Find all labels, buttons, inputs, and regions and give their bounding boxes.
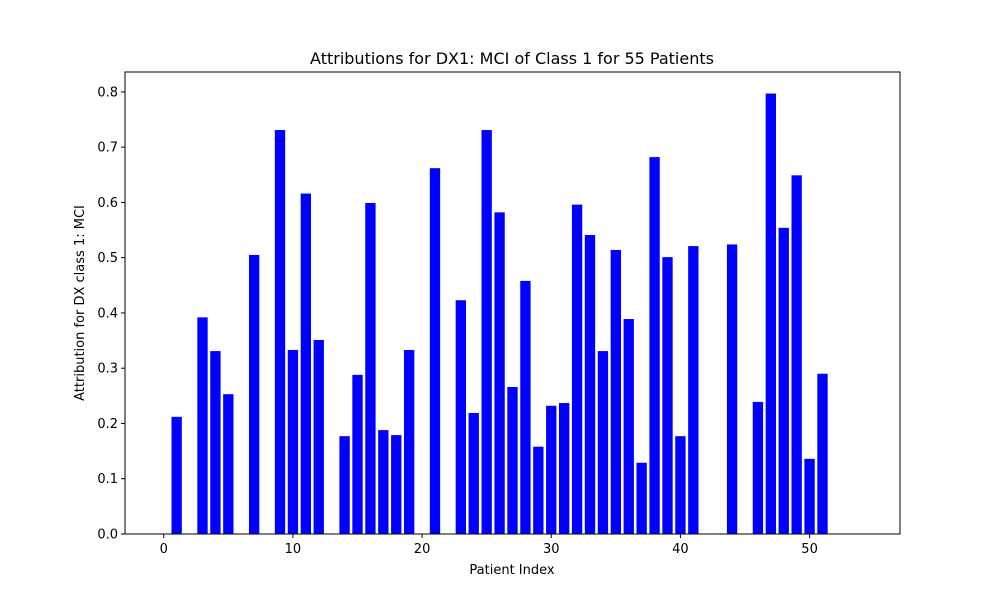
bar-patient-21 [429,168,441,534]
y-axis-title: Attribution for DX class 1: MCI [73,205,88,401]
y-tick-label: 0.6 [97,196,118,211]
x-tick-label: 30 [543,542,560,557]
bar-patient-4 [210,351,221,534]
y-tick-label: 0.2 [97,417,118,432]
bar-patient-50 [804,458,815,534]
x-tick-label: 40 [672,542,689,557]
bar-patient-51 [817,373,828,534]
bar-patient-9 [274,130,286,534]
bar-patient-19 [404,349,415,534]
x-tick-label: 10 [285,542,302,557]
x-axis-ticks: 0 10 20 30 40 50 [160,534,818,557]
bar-patient-10 [287,349,299,534]
bar-patient-49 [791,175,802,534]
bar-patient-5 [223,394,234,534]
bar-patient-27 [507,387,518,534]
y-tick-label: 0.0 [97,528,118,543]
y-tick-label: 0.4 [97,306,118,321]
bar-patient-34 [597,351,609,534]
bar-patient-30 [546,405,557,534]
y-tick-label: 0.5 [97,251,118,266]
bar-patient-12 [313,340,324,534]
bar-patient-17 [378,430,389,534]
bar-patient-38 [649,157,660,535]
bar-patient-3 [197,317,208,534]
bar-patient-33 [584,235,596,534]
bar-patient-1 [171,416,182,534]
x-tick-label: 0 [160,542,168,557]
x-tick-label: 20 [414,542,431,557]
bar-patient-16 [365,202,376,534]
bar-patient-37 [636,462,647,534]
bar-patient-25 [481,130,492,534]
bar-patient-46 [752,401,764,534]
bar-patient-26 [494,212,505,534]
bar-patient-7 [249,254,260,535]
y-tick-label: 0.8 [97,85,118,100]
bar-patient-24 [468,412,479,534]
bar-patient-36 [623,319,634,534]
bar-patient-15 [352,374,363,534]
y-tick-label: 0.1 [97,472,118,487]
bar-patient-41 [688,246,699,534]
bar-patient-48 [778,227,789,534]
bar-patient-18 [391,435,402,534]
bar-patient-35 [610,249,621,534]
plot-frame [124,71,901,535]
chart-title: Attributions for DX1: MCI of Class 1 for… [310,49,714,68]
x-tick-label: 50 [801,542,818,557]
y-tick-label: 0.7 [97,141,118,156]
bar-patient-11 [300,193,311,534]
y-axis-ticks: 0.0 0.1 0.2 0.3 0.4 0.5 0.6 0.7 0.8 [97,85,125,543]
bar-patient-44 [726,244,738,535]
bar-patient-28 [520,280,531,534]
bar-patient-23 [455,300,466,534]
bar-patient-32 [571,204,583,534]
bar-patient-14 [339,436,350,534]
bar-patient-40 [675,436,686,534]
bar-series [171,93,828,535]
x-axis-title: Patient Index [469,563,554,578]
bar-patient-29 [533,446,544,534]
bar-patient-47 [765,93,776,535]
y-tick-label: 0.3 [97,362,118,377]
bar-patient-31 [559,403,570,534]
bar-patient-39 [662,257,673,534]
